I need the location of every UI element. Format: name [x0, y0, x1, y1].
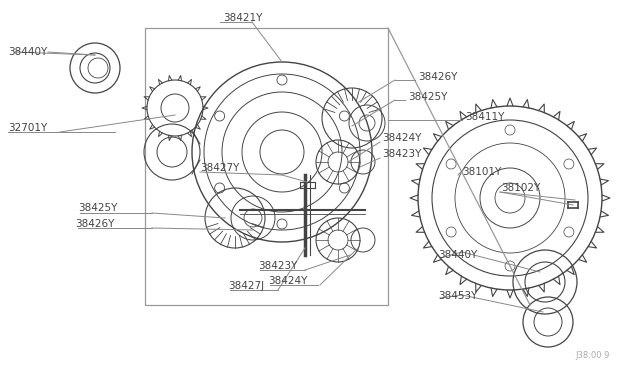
Text: 38427J: 38427J	[228, 281, 264, 291]
Text: 38440Y: 38440Y	[438, 250, 477, 260]
Text: 38424Y: 38424Y	[268, 276, 307, 286]
Text: 32701Y: 32701Y	[8, 123, 47, 133]
Text: 38425Y: 38425Y	[78, 203, 117, 213]
Text: 38101Y: 38101Y	[462, 167, 501, 177]
Text: 38426Y: 38426Y	[418, 72, 458, 82]
Text: 38425Y: 38425Y	[408, 92, 447, 102]
Text: J38:00 9: J38:00 9	[575, 351, 610, 360]
Text: 38423Y: 38423Y	[258, 261, 298, 271]
Text: 38411Y: 38411Y	[465, 112, 504, 122]
Text: 38102Y: 38102Y	[501, 183, 540, 193]
Text: 38423Y: 38423Y	[382, 149, 421, 159]
Text: 38440Y: 38440Y	[8, 47, 47, 57]
Text: 38421Y: 38421Y	[223, 13, 262, 23]
Text: 38453Y: 38453Y	[438, 291, 477, 301]
Text: 38427Y: 38427Y	[200, 163, 239, 173]
Text: 38426Y: 38426Y	[75, 219, 115, 229]
Text: 38424Y: 38424Y	[382, 133, 421, 143]
